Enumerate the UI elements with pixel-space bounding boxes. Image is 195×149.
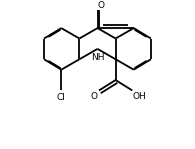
Text: NH: NH bbox=[91, 53, 104, 62]
Text: Cl: Cl bbox=[57, 93, 66, 102]
Text: OH: OH bbox=[133, 92, 147, 101]
Text: O: O bbox=[90, 92, 98, 101]
Text: O: O bbox=[98, 1, 105, 10]
